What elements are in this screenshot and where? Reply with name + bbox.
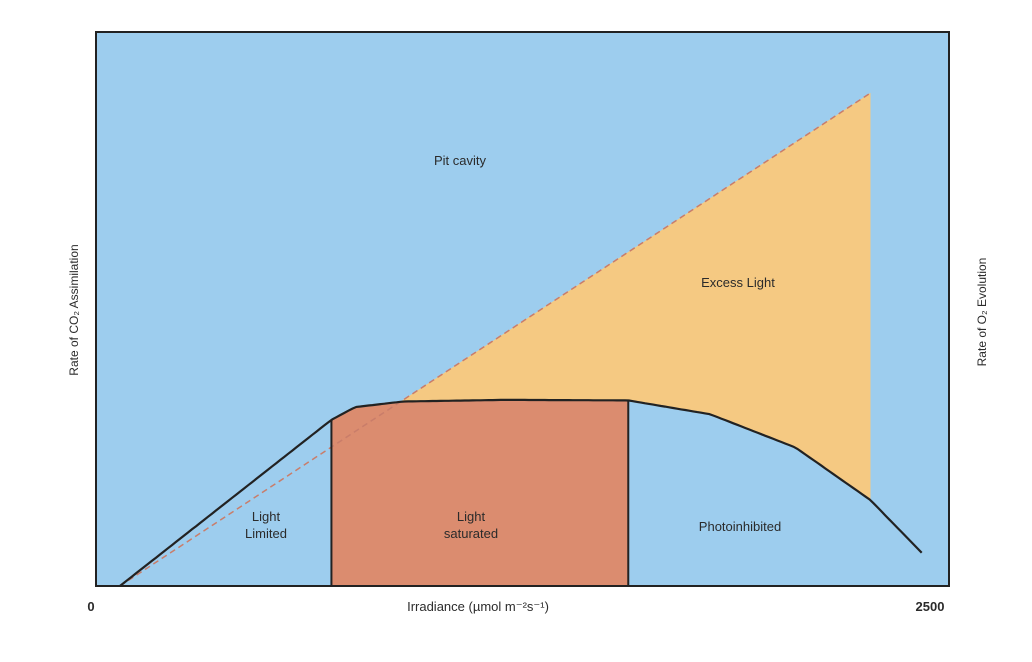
excess-light-region <box>331 92 871 501</box>
x-tick-label-2500: 2500 <box>916 599 945 614</box>
x-axis-label: Irradiance (µmol m⁻²s⁻¹) <box>407 599 549 614</box>
plot-frame <box>95 31 950 587</box>
region-label-light-saturated: Light saturated <box>444 509 498 541</box>
left-y-axis-label: Rate of CO₂ Assimilation <box>67 244 81 375</box>
region-label-light-limited: Light Limited <box>245 509 287 541</box>
region-label-pit-cavity: Pit cavity <box>434 153 487 168</box>
x-tick-label-0: 0 <box>87 599 94 614</box>
photosynthesis-curve <box>119 398 923 587</box>
region-label-excess-light: Excess Light <box>701 275 775 290</box>
light-saturated-region <box>331 399 629 586</box>
right-y-axis-label: Rate of O₂ Evolution <box>975 258 989 367</box>
region-label-photoinhibited: Photoinhibited <box>699 519 781 534</box>
